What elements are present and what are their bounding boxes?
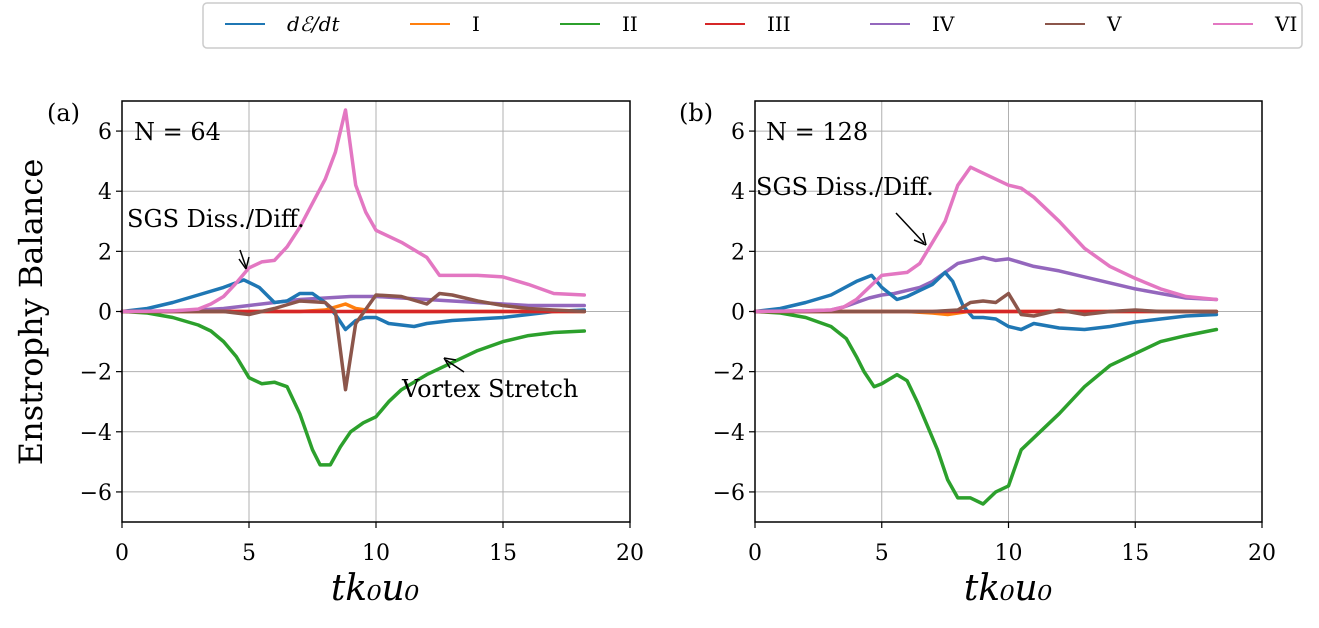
panel-b-n-annotation: N = 128: [766, 118, 868, 146]
panel-b-xtick-label: 10: [995, 541, 1023, 566]
panel-b-series-5: [753, 291, 1219, 318]
panel-b-ytick-label: −6: [713, 481, 745, 506]
panel-b-sgs-arrowhead: [913, 232, 927, 246]
panel-b-ytick-label: −4: [713, 421, 745, 446]
panel-b-ytick-label: 4: [731, 180, 745, 205]
panel-a-x-axis-label: tk₀u₀: [331, 568, 419, 609]
panel-b-xtick-label: 0: [748, 541, 762, 566]
panel-b-plot: 0 5 10 15 20 −6 −4 −2 0 2 4 6: [713, 100, 1276, 566]
panel-a-sgs-annotation: SGS Diss./Diff.: [127, 205, 305, 233]
legend-label-0: dℰ/dt: [287, 12, 340, 36]
panel-a-ytick-label: 4: [98, 180, 112, 205]
legend-label-2: II: [622, 12, 638, 36]
panel-b-sgs-annotation: SGS Diss./Diff.: [756, 173, 934, 201]
panel-a-ytick-label: −4: [80, 421, 112, 446]
panel-a-xtick-label: 15: [489, 541, 517, 566]
panel-a-ytick-label: 6: [98, 120, 112, 145]
panel-b-x-axis-label: tk₀u₀: [964, 568, 1052, 609]
panel-a-sgs-arrowhead: [238, 256, 250, 270]
panel-b-xtick-label: 20: [1248, 541, 1276, 566]
panel-a-label: (a): [47, 99, 80, 127]
legend-label-5: V: [1106, 12, 1122, 36]
panel-a-xtick-label: 10: [362, 541, 390, 566]
panel-a-n-annotation: N = 64: [134, 118, 221, 146]
legend-label-3: III: [767, 12, 791, 36]
panel-b-label: (b): [679, 99, 713, 127]
panel-a-xtick-label: 0: [115, 541, 129, 566]
legend: dℰ/dt I II III IV V VI: [202, 2, 1303, 49]
panel-b-xtick-label: 5: [875, 541, 889, 566]
panel-a-plot: 0 5 10 15 20 −6 −4 −2 0 2 4 6: [80, 100, 644, 566]
legend-frame: [202, 2, 1303, 49]
panel-a-series-6: [120, 108, 587, 314]
panel-b: (b) tk₀u₀ 0 5 10 15 20 −6 −4 −2 0 2 4 6 N = 128 SGS…: [679, 99, 1276, 609]
panel-a-vortex-arrow: [445, 359, 465, 373]
panel-b-ytick-label: 6: [731, 120, 745, 145]
panel-a-ytick-label: −2: [80, 361, 112, 386]
panel-a-sgs-arrow: [239, 249, 247, 268]
panel-a-ytick-label: −6: [80, 481, 112, 506]
panel-a-series-2: [120, 309, 587, 467]
legend-entries: dℰ/dt I II III IV V VI: [225, 12, 1297, 36]
panel-b-series-6: [753, 165, 1219, 314]
panel-a-series-5: [120, 291, 587, 392]
panel-a-series-0: [120, 278, 587, 332]
panel-a-xtick-label: 20: [616, 541, 644, 566]
legend-label-6: VI: [1274, 12, 1297, 36]
panel-b-xtick-label: 15: [1121, 541, 1149, 566]
y-axis-label: Enstrophy Balance: [12, 159, 50, 466]
panel-a-vortex-annotation: Vortex Stretch: [401, 375, 578, 403]
panel-a-xtick-label: 5: [242, 541, 256, 566]
panel-b-ytick-label: −2: [713, 361, 745, 386]
panel-a-ytick-label: 0: [98, 301, 112, 326]
panel-a-ytick-label: 2: [98, 240, 112, 265]
panel-b-ytick-label: 2: [731, 240, 745, 265]
legend-label-1: I: [472, 12, 480, 36]
panel-a: (a) Enstrophy Balance tk₀u₀ 0 5 10 15 20−6−4…: [12, 99, 644, 609]
panel-b-ytick-label: 0: [731, 301, 745, 326]
panel-b-sgs-arrow: [895, 212, 925, 244]
panel-b-series-4: [753, 255, 1219, 314]
panel-b-series-2: [753, 309, 1219, 506]
legend-label-4: IV: [932, 12, 955, 36]
panel-a-vortex-arrowhead: [443, 357, 457, 369]
